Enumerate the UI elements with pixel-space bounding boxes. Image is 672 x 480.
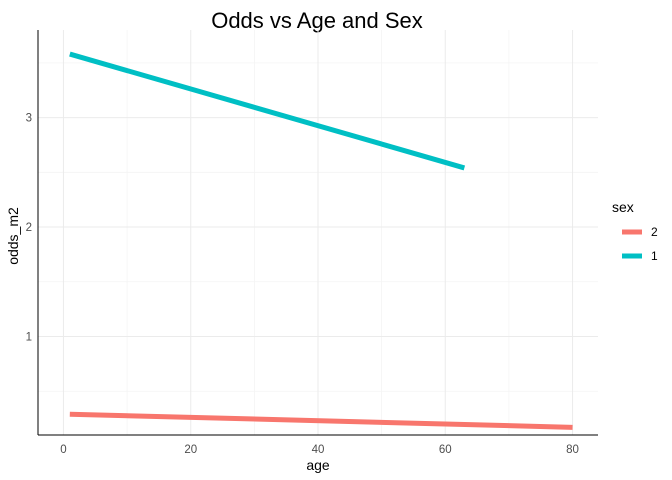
series-lines — [69, 51, 573, 430]
x-tick-label: 40 — [312, 444, 325, 456]
series-line-sex-1 — [69, 51, 466, 171]
legend-title: sex — [612, 199, 634, 215]
x-tick-label: 20 — [184, 444, 197, 456]
tick-labels: 0 20 40 60 80 1 2 3 — [26, 113, 579, 456]
x-tick-label: 60 — [439, 444, 452, 456]
axes — [37, 30, 598, 436]
y-tick-label: 2 — [26, 222, 32, 234]
legend-entries: 21 — [622, 225, 658, 263]
y-axis-title: odds_m2 — [5, 207, 21, 265]
series-line-sex-2 — [69, 411, 573, 430]
chart-title: Odds vs Age and Sex — [211, 8, 423, 33]
legend-label-sex-1: 1 — [651, 249, 658, 263]
x-axis-title: age — [306, 457, 330, 473]
x-tick-label: 80 — [566, 444, 579, 456]
grid — [38, 30, 598, 435]
y-tick-label: 3 — [26, 113, 32, 125]
y-tick-label: 1 — [26, 331, 32, 343]
legend-label-sex-2: 2 — [651, 225, 658, 239]
x-tick-label: 0 — [60, 444, 66, 456]
legend: sex 21 — [612, 199, 658, 263]
